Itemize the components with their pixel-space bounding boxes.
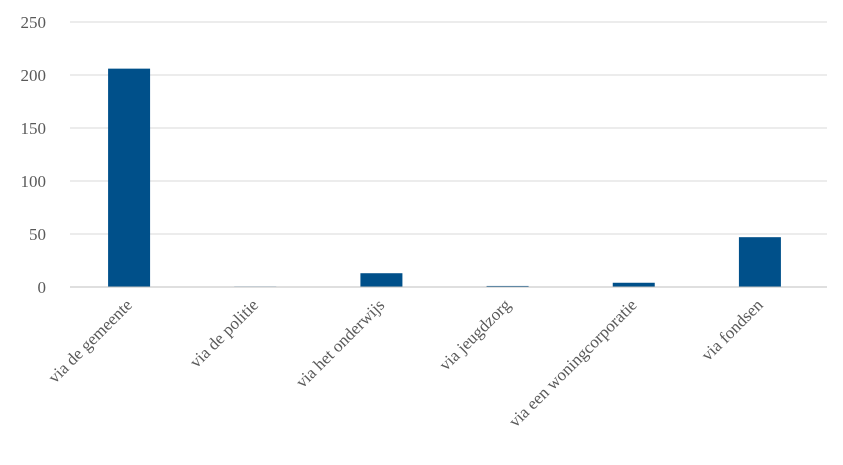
gridlines	[70, 21, 827, 235]
x-tick-label: via een woningcorporatie	[505, 295, 641, 431]
x-tick-label: via de gemeente	[44, 295, 136, 387]
x-tick-label: via het onderwijs	[292, 295, 388, 391]
x-tick-label: via de politie	[186, 295, 262, 371]
y-tick-label: 100	[21, 172, 47, 191]
bar	[360, 273, 403, 287]
y-tick-label: 150	[21, 119, 47, 138]
bars	[108, 68, 781, 287]
bar	[738, 237, 781, 287]
x-tick-label: via jeugdzorg	[435, 295, 514, 374]
y-axis: 0 50 100 150 200 250	[21, 13, 47, 297]
bar	[108, 68, 151, 287]
bar	[486, 285, 529, 287]
y-tick-label: 50	[29, 225, 46, 244]
x-tick-label: via fondsen	[698, 295, 768, 365]
bar	[612, 282, 655, 287]
y-tick-label: 200	[21, 66, 47, 85]
x-axis: via de gemeente via de politie via het ond…	[44, 286, 827, 431]
y-tick-label: 0	[38, 278, 47, 297]
y-tick-label: 250	[21, 13, 47, 32]
